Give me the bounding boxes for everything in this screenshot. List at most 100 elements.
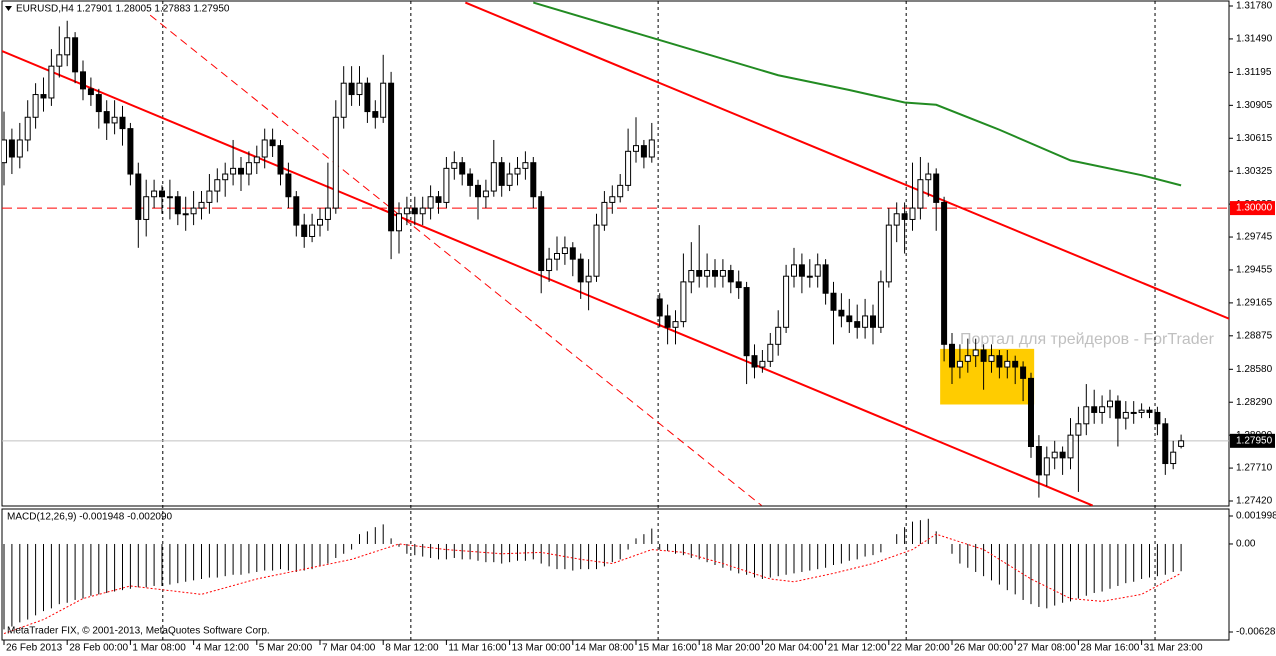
candle-body — [87, 88, 94, 96]
price-label: 1.27950 — [1236, 435, 1273, 446]
candle-body — [893, 213, 900, 226]
price-label-box — [1230, 201, 1275, 216]
candle-body — [245, 162, 252, 175]
candle-body — [206, 190, 213, 203]
candle-body — [585, 275, 592, 283]
candle-body — [348, 82, 355, 96]
candle-body — [166, 196, 173, 199]
x-tick-label: 21 Mar 12:00 — [828, 643, 887, 654]
candle-body — [1035, 446, 1042, 476]
candle-body — [704, 270, 711, 277]
candle-body — [332, 116, 339, 209]
candle-body — [514, 167, 521, 175]
candle-body — [285, 173, 292, 198]
y-tick-label: 1.29745 — [1236, 232, 1273, 243]
x-tick-label: 1 Mar 08:00 — [132, 643, 186, 654]
candle-body — [625, 150, 632, 186]
candle-body — [885, 224, 892, 283]
candle-body — [664, 315, 671, 328]
x-tick-label: 20 Mar 04:00 — [764, 643, 823, 654]
candle-body — [159, 190, 165, 198]
x-tick-label: 11 Mar 16:00 — [448, 643, 507, 654]
candle-body — [862, 315, 869, 328]
candle-body — [1051, 451, 1058, 459]
y-tick-label: 1.31490 — [1236, 34, 1273, 45]
candle-body — [1012, 360, 1019, 368]
x-tick-label: 26 Feb 2013 — [6, 643, 63, 654]
candle-body — [640, 145, 647, 158]
chart-menu-icon — [5, 6, 12, 11]
x-tick-label: 5 Mar 20:00 — [259, 643, 313, 654]
moving-average — [533, 1, 1182, 187]
candle-body — [996, 355, 1003, 368]
candle-body — [301, 224, 308, 237]
candle-body — [712, 270, 718, 277]
candle-body — [964, 355, 971, 362]
macd-panel — [1, 508, 1230, 641]
y-tick-label: 1.28580 — [1236, 364, 1273, 375]
candle-body — [972, 349, 979, 357]
candle-body — [253, 156, 260, 164]
macd-y-tick-label: 0.001998 — [1236, 511, 1276, 522]
candle-body — [877, 281, 884, 328]
x-tick-label: 15 Mar 16:00 — [638, 643, 697, 654]
candle-body — [261, 139, 268, 158]
candle-body — [475, 184, 481, 198]
price-background-layer: Портал для трейдеров - ForTrader — [940, 331, 1215, 405]
candle-body — [822, 264, 829, 294]
candle-body — [1091, 406, 1098, 413]
x-tick-label: 27 Mar 08:00 — [1017, 643, 1076, 654]
candle-body — [40, 94, 47, 99]
candle-body — [230, 167, 237, 175]
y-tick-label: 1.28875 — [1236, 330, 1273, 341]
candle-body — [222, 173, 229, 181]
candle-body — [380, 82, 387, 118]
candle-body — [688, 270, 695, 283]
candle-body — [1138, 409, 1145, 413]
x-tick-label: 7 Mar 04:00 — [322, 643, 376, 654]
candle-body — [933, 173, 940, 203]
candle-body — [467, 173, 474, 186]
candle-body — [490, 162, 497, 192]
candle-body — [751, 355, 758, 368]
candle-body — [1146, 409, 1153, 413]
candle-body — [269, 139, 276, 147]
candle-body — [127, 128, 134, 175]
candle-body — [1107, 400, 1113, 408]
candle-body — [64, 37, 71, 56]
y-tick-label: 1.31195 — [1236, 67, 1272, 78]
candle-body — [135, 173, 142, 220]
copyright: MetaTrader FIX, © 2001-2013, MetaQuotes … — [7, 626, 270, 637]
candle-body — [95, 94, 102, 113]
candle-body — [143, 196, 150, 220]
candle-body — [838, 309, 845, 317]
candle-body — [151, 190, 158, 198]
candle-body — [1043, 457, 1050, 476]
trendline — [2, 50, 1094, 506]
candle-body — [767, 343, 774, 362]
candle-body — [1178, 440, 1185, 447]
candle-body — [443, 167, 450, 203]
candle-body — [103, 111, 110, 124]
price-label: 1.30000 — [1236, 203, 1273, 214]
candle-body — [1004, 360, 1011, 368]
candle-body — [427, 196, 434, 209]
candle-body — [238, 167, 244, 175]
x-tick-label: 26 Mar 00:00 — [954, 643, 1013, 654]
candle-body — [980, 349, 987, 362]
candle-body — [672, 321, 679, 328]
candle-body — [80, 71, 86, 90]
candle-body — [1028, 377, 1034, 448]
candle-body — [340, 82, 347, 118]
x-tick-label: 14 Mar 08:00 — [575, 643, 634, 654]
x-tick-label: 18 Mar 20:00 — [701, 643, 760, 654]
candle-body — [522, 162, 529, 169]
candle-body — [680, 281, 687, 323]
candle-body — [214, 179, 221, 192]
candle-body — [759, 360, 766, 368]
x-tick-label: 13 Mar 00:00 — [512, 643, 571, 654]
candle-body — [830, 292, 837, 311]
candle-body — [111, 116, 118, 124]
y-tick-label: 1.28290 — [1236, 397, 1273, 408]
